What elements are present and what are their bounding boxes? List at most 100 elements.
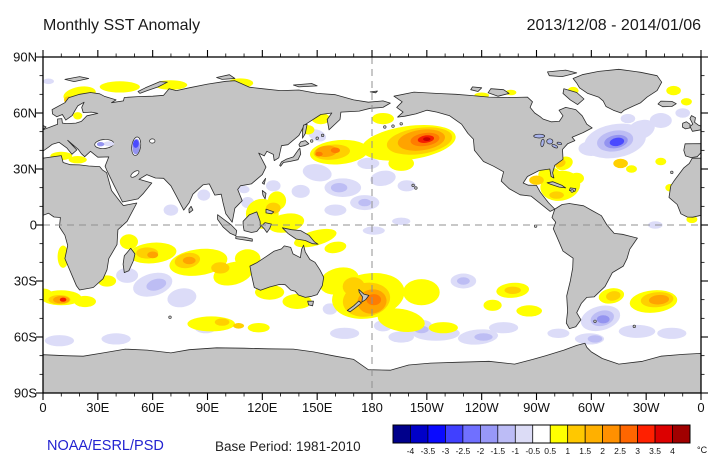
longitude-axis-labels: 0 30E 60E 90E 120E 150E 180 150W 120W 90… bbox=[39, 400, 704, 415]
lake-persian-gulf bbox=[130, 170, 140, 178]
colorbar-cell bbox=[410, 424, 429, 444]
land-new-guinea bbox=[282, 227, 319, 245]
island-dot bbox=[670, 170, 674, 174]
land-wrangel bbox=[369, 90, 378, 94]
anomaly-blob-r2 bbox=[423, 137, 431, 141]
land-britain bbox=[689, 115, 701, 132]
anomaly-blob-c1 bbox=[324, 204, 347, 216]
island-dot bbox=[168, 315, 172, 319]
anomaly-blob-c2 bbox=[330, 183, 348, 193]
lon-label: 150W bbox=[410, 400, 445, 415]
anomaly-blob-o2 bbox=[330, 147, 340, 154]
anomaly-blob-c1 bbox=[291, 184, 310, 198]
colorbar-cell bbox=[514, 424, 534, 444]
anomaly-layer bbox=[43, 78, 698, 347]
anomaly-blob-y1 bbox=[388, 155, 414, 171]
anomaly-blob-y2 bbox=[211, 262, 230, 274]
lon-label: 60E bbox=[141, 400, 164, 415]
lake-lake-ontario bbox=[556, 141, 562, 145]
base-period-label: Base Period: 1981-2010 bbox=[215, 439, 361, 454]
anomaly-blob-c1 bbox=[197, 189, 211, 201]
land-south-america bbox=[551, 203, 638, 329]
colorbar-cell bbox=[619, 424, 638, 444]
colorbar-cell bbox=[427, 424, 446, 444]
lat-label: 60S bbox=[14, 330, 37, 345]
land-africa-east bbox=[43, 155, 138, 291]
land-iberia bbox=[683, 143, 701, 158]
lake-lake-michigan bbox=[540, 138, 545, 148]
land-layer bbox=[43, 68, 701, 393]
anomaly-blob-c1 bbox=[238, 185, 250, 194]
island-dot bbox=[383, 125, 387, 129]
anomaly-blob-y1 bbox=[119, 234, 138, 250]
land-hokkaido bbox=[298, 140, 310, 147]
lat-label: 0 bbox=[30, 218, 37, 233]
anomaly-blob-y2 bbox=[214, 318, 230, 326]
land-britain-sliver bbox=[43, 125, 47, 130]
land-australia bbox=[249, 244, 325, 298]
anomaly-blob-r1 bbox=[59, 297, 67, 302]
colorbar-label: -2 bbox=[477, 446, 485, 456]
island-dot bbox=[414, 186, 418, 190]
anomaly-blob-c1 bbox=[43, 78, 54, 85]
anomaly-blob-c1 bbox=[392, 217, 411, 225]
anomaly-blob-y1 bbox=[686, 215, 698, 224]
anomaly-blob-c2 bbox=[457, 277, 470, 285]
land-nz-north bbox=[358, 289, 370, 303]
island-dot bbox=[310, 139, 314, 143]
anomaly-blob-o1 bbox=[147, 251, 159, 259]
anomaly-blob-o2 bbox=[315, 151, 323, 157]
anomaly-blob-y1 bbox=[538, 167, 561, 183]
island-dot bbox=[391, 124, 395, 128]
page-title: Monthly SST Anomaly bbox=[43, 17, 201, 34]
land-antarctica bbox=[43, 342, 701, 393]
colorbar-label: -3 bbox=[442, 446, 450, 456]
anomaly-blob-y1 bbox=[372, 113, 394, 125]
anomaly-blob-y1 bbox=[483, 299, 502, 311]
anomaly-blob-y1 bbox=[99, 81, 140, 93]
land-sri-lanka bbox=[188, 205, 194, 214]
land-borneo bbox=[242, 211, 261, 233]
anomaly-blob-y1 bbox=[57, 245, 69, 268]
lon-label: 120E bbox=[247, 400, 278, 415]
anomaly-blob-y1 bbox=[268, 213, 305, 233]
lon-label: 60W bbox=[578, 400, 605, 415]
anomaly-blob-c2 bbox=[146, 278, 167, 291]
lon-label: 0 bbox=[697, 400, 704, 415]
land-madagascar bbox=[122, 247, 136, 273]
colorbar-label: -4 bbox=[407, 446, 415, 456]
anomaly-blob-y1 bbox=[74, 295, 96, 308]
anomaly-blob-y2 bbox=[549, 191, 564, 199]
anomaly-blob-c2 bbox=[474, 333, 493, 341]
island-dot bbox=[593, 319, 597, 323]
map-frame bbox=[42, 56, 702, 394]
lake-anomaly-layer bbox=[96, 138, 140, 155]
lon-label: 90E bbox=[196, 400, 219, 415]
colorbar-cell bbox=[480, 424, 499, 444]
lat-label: 90N bbox=[13, 50, 37, 65]
land-svalbard bbox=[64, 76, 90, 82]
island-dot bbox=[315, 136, 319, 140]
anomaly-blob-y1 bbox=[516, 305, 542, 317]
anomaly-blob-c1 bbox=[657, 327, 687, 339]
anomaly-blob-c2 bbox=[587, 335, 603, 343]
colorbar-label: 4 bbox=[670, 446, 675, 456]
land-severnaya-zemlya bbox=[216, 74, 236, 80]
credit-link[interactable]: NOAA/ESRL/PSD bbox=[47, 438, 164, 454]
land-nz-south bbox=[346, 300, 362, 313]
colorbar-label: 0.5 bbox=[544, 446, 556, 456]
land-novaya-zemlya bbox=[137, 81, 168, 94]
colorbar-cell bbox=[567, 424, 586, 444]
island-dot bbox=[411, 183, 415, 187]
land-africa-west bbox=[668, 157, 701, 218]
anomaly-blob-y1 bbox=[428, 322, 458, 334]
lake-lake-huron bbox=[546, 138, 554, 145]
land-greenland bbox=[572, 68, 663, 114]
anomaly-blob-c1 bbox=[397, 180, 416, 192]
anomaly-blob-c1 bbox=[649, 113, 672, 128]
anomaly-blob-c4 bbox=[609, 137, 625, 147]
island-dot bbox=[570, 189, 574, 193]
anomaly-blob-y2 bbox=[504, 286, 521, 294]
anomaly-blob-c2 bbox=[358, 198, 372, 207]
